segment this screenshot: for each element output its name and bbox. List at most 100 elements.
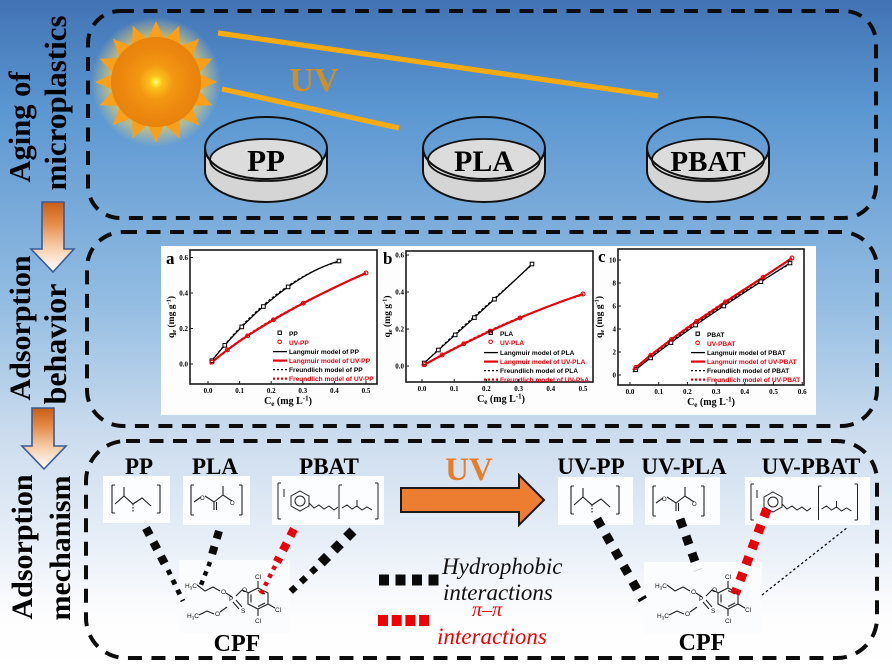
svg-text:Freundlich model of UV-PP: Freundlich model of UV-PP — [289, 376, 374, 383]
svg-text:0.3: 0.3 — [298, 387, 307, 395]
svg-text:PP: PP — [289, 331, 298, 338]
svg-text:UV-PLA: UV-PLA — [641, 454, 727, 479]
svg-text:S: S — [711, 608, 716, 615]
svg-text:qe (mg g-1): qe (mg g-1) — [166, 296, 179, 338]
svg-text:0.2: 0.2 — [482, 385, 491, 393]
svg-text:Cl: Cl — [255, 618, 262, 625]
svg-text:PBAT: PBAT — [299, 454, 359, 479]
svg-text:Freundlich model of PLA: Freundlich model of PLA — [500, 368, 578, 375]
svg-text:4: 4 — [613, 325, 617, 333]
svg-text:H3C: H3C — [187, 613, 199, 621]
svg-text:Freundlich model of UV-PLA: Freundlich model of UV-PLA — [500, 377, 589, 384]
svg-text:Aging of: Aging of — [3, 71, 37, 183]
svg-text:O: O — [215, 611, 220, 618]
svg-text:c: c — [598, 247, 606, 266]
svg-text:O: O — [200, 496, 205, 502]
svg-text:Freundlich model of UV-PBAT: Freundlich model of UV-PBAT — [707, 377, 800, 384]
svg-text:0.3: 0.3 — [514, 385, 523, 393]
svg-text:0.1: 0.1 — [450, 385, 459, 393]
svg-text:0.4: 0.4 — [740, 388, 749, 396]
svg-text:H3C: H3C — [655, 583, 667, 591]
svg-text:0.6: 0.6 — [798, 388, 807, 396]
svg-text:π–π: π–π — [472, 599, 503, 621]
svg-text:Ce (mg L-1): Ce (mg L-1) — [687, 396, 735, 410]
svg-text:0.2: 0.2 — [267, 387, 276, 395]
svg-text:0.6: 0.6 — [395, 251, 404, 259]
svg-text:UV-PP: UV-PP — [557, 454, 624, 479]
svg-text:O: O — [221, 589, 226, 596]
svg-text:0.1: 0.1 — [235, 387, 244, 395]
svg-text:0.0: 0.0 — [626, 388, 635, 396]
svg-text:0.2: 0.2 — [179, 325, 188, 333]
svg-text:microplastics: microplastics — [38, 15, 73, 190]
svg-text:Langmuir model of UV-PBAT: Langmuir model of UV-PBAT — [707, 359, 797, 366]
svg-text:PP: PP — [247, 143, 285, 178]
svg-text:Langmuir model of UV-PP: Langmuir model of UV-PP — [289, 358, 371, 365]
svg-text:Cl: Cl — [275, 607, 282, 614]
svg-text:P: P — [699, 596, 703, 603]
svg-text:Hydrophobic: Hydrophobic — [441, 554, 563, 579]
svg-text:behavior: behavior — [37, 284, 73, 405]
svg-text:Langmuir model of PLA: Langmuir model of PLA — [500, 350, 575, 357]
svg-text:O: O — [691, 589, 696, 596]
svg-text:Cl: Cl — [745, 607, 752, 614]
svg-text:0.5: 0.5 — [362, 387, 371, 395]
svg-text:Cl: Cl — [255, 574, 262, 581]
svg-text:UV-PP: UV-PP — [289, 340, 309, 347]
svg-text:H3C: H3C — [657, 613, 669, 621]
svg-text:Freundlich model of PBAT: Freundlich model of PBAT — [707, 368, 789, 375]
svg-text:interactions: interactions — [443, 580, 553, 605]
svg-text:PP: PP — [125, 454, 153, 479]
svg-text:0.5: 0.5 — [579, 385, 588, 393]
svg-text:UV-PLA: UV-PLA — [500, 340, 524, 347]
svg-text:a: a — [166, 249, 175, 268]
svg-text:0.4: 0.4 — [395, 288, 404, 296]
svg-text:Cl: Cl — [725, 574, 732, 581]
svg-text:2: 2 — [613, 348, 617, 356]
svg-text:CPF: CPF — [679, 630, 726, 656]
svg-text:0.0: 0.0 — [204, 387, 213, 395]
svg-text:interactions: interactions — [437, 624, 547, 649]
svg-text:0.0: 0.0 — [395, 362, 404, 370]
svg-text:PLA: PLA — [454, 145, 514, 178]
svg-text:PLA: PLA — [192, 454, 238, 479]
svg-text:Adsorption: Adsorption — [4, 255, 37, 400]
svg-text:PLA: PLA — [500, 331, 513, 338]
svg-text:0.0: 0.0 — [179, 360, 188, 368]
svg-text:0: 0 — [613, 371, 617, 379]
svg-text:b: b — [383, 249, 392, 268]
svg-text:mechanism: mechanism — [44, 476, 77, 621]
svg-text:Adsorption: Adsorption — [6, 474, 39, 619]
svg-text:UV: UV — [289, 62, 339, 99]
svg-text:O: O — [685, 611, 690, 618]
svg-text:O: O — [230, 501, 235, 507]
svg-text:0.6: 0.6 — [179, 254, 188, 262]
svg-text:O: O — [712, 587, 717, 594]
svg-text:UV-PBAT: UV-PBAT — [762, 454, 861, 479]
svg-text:H3C: H3C — [185, 583, 197, 591]
svg-text:0.4: 0.4 — [179, 289, 188, 297]
svg-text:P: P — [229, 596, 233, 603]
svg-text:CPF: CPF — [214, 631, 261, 657]
svg-text:PBAT: PBAT — [670, 146, 745, 178]
svg-text:0.1: 0.1 — [654, 388, 663, 396]
svg-text:UV-PBAT: UV-PBAT — [707, 341, 735, 348]
svg-text:6: 6 — [613, 302, 617, 310]
svg-text:qe (mg g-1): qe (mg g-1) — [594, 296, 607, 338]
svg-text:0.3: 0.3 — [712, 388, 721, 396]
svg-text:0.2: 0.2 — [395, 325, 404, 333]
svg-text:PBAT: PBAT — [707, 332, 724, 339]
svg-text:0.4: 0.4 — [330, 387, 339, 395]
svg-text:UV: UV — [445, 452, 493, 488]
svg-text:Langmuir model of PBAT: Langmuir model of PBAT — [707, 350, 786, 357]
svg-text:O: O — [242, 587, 247, 594]
svg-text:Langmuir model of UV-PLA: Langmuir model of UV-PLA — [500, 359, 586, 366]
svg-text:O: O — [662, 497, 667, 503]
svg-text:10: 10 — [609, 256, 617, 264]
svg-text:0.0: 0.0 — [418, 385, 427, 393]
svg-text:0.4: 0.4 — [546, 385, 555, 393]
svg-text:Freundlich model of PP: Freundlich model of PP — [289, 367, 363, 374]
svg-text:0.5: 0.5 — [769, 388, 778, 396]
svg-text:Langmuir model of PP: Langmuir model of PP — [289, 349, 360, 356]
svg-text:0.2: 0.2 — [683, 388, 692, 396]
